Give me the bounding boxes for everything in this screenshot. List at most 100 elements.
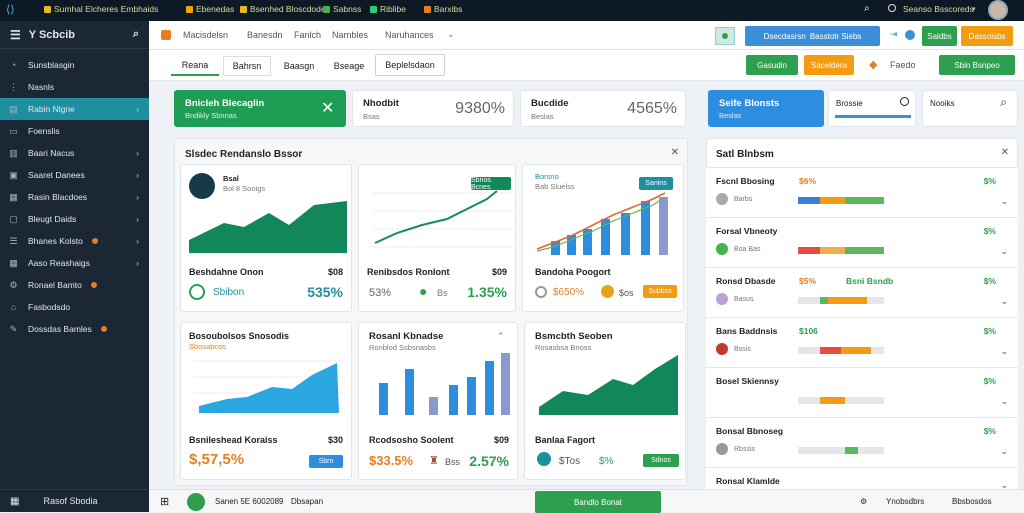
kpi-card-highlight[interactable]: Bnicleh Blecaglin Bndikly Sbnnas ✕ — [174, 90, 346, 127]
side-list-item[interactable]: Ronsal Klamlde ⌄ — [706, 468, 1018, 490]
menu-item[interactable]: Banesdn — [247, 30, 283, 40]
browser-tab[interactable]: Sabnss — [323, 4, 361, 14]
grid-icon[interactable]: ⊞ — [160, 496, 170, 508]
sidebar-item[interactable]: ▣ Saaret Danees › — [0, 164, 149, 186]
kpi-card-blue[interactable]: Seife Blonsts Beslas — [708, 90, 824, 127]
hamburger-menu-icon[interactable]: ☰ — [10, 27, 21, 42]
side-list-item[interactable]: Bonsal Bbnoseg $% Rbssis ⌄ — [706, 418, 1018, 468]
badge[interactable]: Sbrn — [309, 455, 343, 468]
tab-beplelsdaon[interactable]: Beplelsdaon — [375, 54, 445, 76]
sidebar-item[interactable]: ▤ Rabin Nlgne › — [0, 98, 149, 120]
side-list-item[interactable]: Ronsd Dbasde $5% Bsni Bsndb $% Basus ⌄ — [706, 268, 1018, 318]
chevron-down-icon[interactable]: ⌄ — [447, 29, 455, 39]
chevron-right-icon[interactable]: › — [136, 192, 139, 202]
chevron-down-icon[interactable]: ⌄ — [1000, 196, 1008, 206]
chevron-right-icon[interactable]: › — [136, 170, 139, 180]
arrow-right-icon[interactable]: ⇥ — [890, 29, 898, 39]
orange-button[interactable]: Dassoisbs — [961, 26, 1013, 46]
tab-label: Beplelsdaon — [385, 60, 435, 70]
close-icon[interactable]: ✕ — [670, 147, 679, 158]
avatar — [716, 293, 728, 305]
sidebar-item[interactable]: ✎ Dossdas Bamles — [0, 318, 149, 340]
tab-icon — [44, 5, 51, 13]
search-icon[interactable]: ⌕ — [132, 28, 139, 40]
progress-segment — [845, 197, 884, 204]
sidebar-item-label: Rasin Blacdoes — [28, 192, 88, 202]
bottom-label[interactable]: Bbsbosdos — [952, 497, 992, 506]
progress-bar — [798, 247, 884, 254]
orange-app-icon[interactable] — [161, 30, 171, 40]
chevron-right-icon[interactable]: › — [136, 236, 139, 246]
browser-tab[interactable]: Barxibs — [424, 4, 462, 14]
user-label[interactable]: Seanso Bsscoreds — [903, 4, 974, 14]
search-icon[interactable]: ⌕ — [864, 3, 870, 14]
sidebar-item[interactable]: ▦ Rasin Blacdoes › — [0, 186, 149, 208]
search-icon[interactable]: ⌕ — [1000, 95, 1007, 109]
browser-tab[interactable]: Sumhal Elcheres Embhaids — [44, 4, 158, 14]
avatar[interactable] — [988, 0, 1008, 20]
sidebar-item[interactable]: ▦ Aaso Reashaigs › — [0, 252, 149, 274]
sidebar-item[interactable]: ⋮ Nasnls — [0, 76, 149, 98]
chevron-right-icon[interactable]: › — [136, 148, 139, 158]
chevron-down-icon[interactable]: ▾ — [972, 6, 976, 13]
info-icon[interactable] — [905, 30, 915, 40]
chevron-right-icon[interactable]: › — [136, 104, 139, 114]
tab-bseage[interactable]: Bseage — [327, 56, 371, 76]
kpi-card: Nhodbit Bsas 9380% — [352, 90, 514, 127]
chevron-right-icon[interactable]: › — [136, 214, 139, 224]
sidebar-item[interactable]: ◔ Sunsblasgin — [0, 54, 149, 76]
green-primary-button[interactable]: Sbin Bsnpeo — [939, 55, 1015, 75]
tab-baasgn[interactable]: Baasgn — [275, 56, 323, 76]
chevron-right-icon[interactable]: › — [136, 258, 139, 268]
settings-icon[interactable]: ⚙ — [860, 497, 868, 506]
sidebar-item[interactable]: ▭ Foenslis — [0, 120, 149, 142]
sidebar-item[interactable]: ⚙ Ronael Bamto — [0, 274, 149, 296]
menu-item[interactable]: Macisdelsn — [183, 30, 229, 40]
primary-action-button[interactable]: Dsecdasrsn Basstotr Siebs — [745, 26, 880, 46]
badge[interactable]: Subbss — [643, 285, 677, 298]
close-icon[interactable]: ✕ — [1000, 147, 1009, 158]
bottom-label[interactable]: Ynobsdbrs — [886, 497, 925, 506]
chevron-down-icon[interactable]: ⌄ — [1000, 346, 1008, 356]
status-icon[interactable] — [187, 493, 205, 511]
grid-icon[interactable]: ▦ — [10, 495, 20, 507]
chevron-down-icon[interactable]: ⌄ — [1000, 296, 1008, 306]
card-footer-value: $09 — [491, 267, 507, 277]
tab-bahrsn[interactable]: Bahrsn — [223, 56, 271, 76]
app-logo-icon: ⟨⟩ — [6, 4, 15, 16]
card-footer-label: Bandoha Poogort — [535, 267, 611, 277]
item-value: $% — [983, 226, 996, 236]
chevron-down-icon[interactable]: ⌄ — [1000, 396, 1008, 406]
menu-item[interactable]: Narnbles — [332, 30, 369, 40]
sidebar-footer-label[interactable]: Rasof Sbodia — [43, 496, 98, 506]
avatar — [716, 343, 728, 355]
close-icon[interactable]: ✕ — [321, 100, 335, 117]
chevron-down-icon[interactable]: ⌄ — [1000, 480, 1008, 490]
browser-tab[interactable]: Riblibe — [370, 4, 406, 14]
tab-label: Bsenhed Bloscdodes — [250, 4, 330, 14]
sidebar-item[interactable]: ⌂ Fasbodsdo — [0, 296, 149, 318]
sidebar-item[interactable]: ☰ Bhanes Kolsto › — [0, 230, 149, 252]
browser-tab[interactable]: Ebenedas — [186, 4, 234, 14]
side-list-item[interactable]: Forsal Vbneoty $% Boa Bas ⌄ — [706, 218, 1018, 268]
side-list-item[interactable]: Bans Baddnsis $106 $% Bssis ⌄ — [706, 318, 1018, 368]
badge[interactable]: Sdnos — [643, 454, 679, 467]
green-action-button[interactable]: Gasudin — [746, 55, 798, 75]
side-list-item[interactable]: Bosel Skiennsy $% ⌄ — [706, 368, 1018, 418]
menu-item[interactable]: Naruhances — [385, 30, 434, 40]
sidebar-item[interactable]: ▢ Bleugt Daids › — [0, 208, 149, 230]
green-button[interactable]: Saldbs — [922, 26, 957, 46]
orange-action-button[interactable]: Saceldera — [804, 55, 854, 75]
card-footer-label: Renibsdos Ronlont — [367, 267, 450, 277]
browser-tab[interactable]: Bsenhed Bloscdodes — [240, 4, 330, 14]
sidebar-item[interactable]: ▥ Baari Nacus › — [0, 142, 149, 164]
tab-reana[interactable]: Reana — [171, 56, 219, 76]
menu-item[interactable]: Fanlch — [294, 30, 322, 40]
chevron-down-icon[interactable]: ⌄ — [1000, 246, 1008, 256]
chevron-down-icon[interactable]: ⌄ — [1000, 446, 1008, 456]
side-list-item[interactable]: Fscnl Bbosing $6% $% Barbs ⌄ — [706, 168, 1018, 218]
bottom-primary-button[interactable]: Bandlo Bonat — [535, 491, 661, 513]
bottom-label[interactable]: Dbsapan — [291, 497, 324, 506]
item-subtitle: Boa Bas — [734, 246, 761, 253]
link-label[interactable]: Faedo — [890, 60, 916, 70]
